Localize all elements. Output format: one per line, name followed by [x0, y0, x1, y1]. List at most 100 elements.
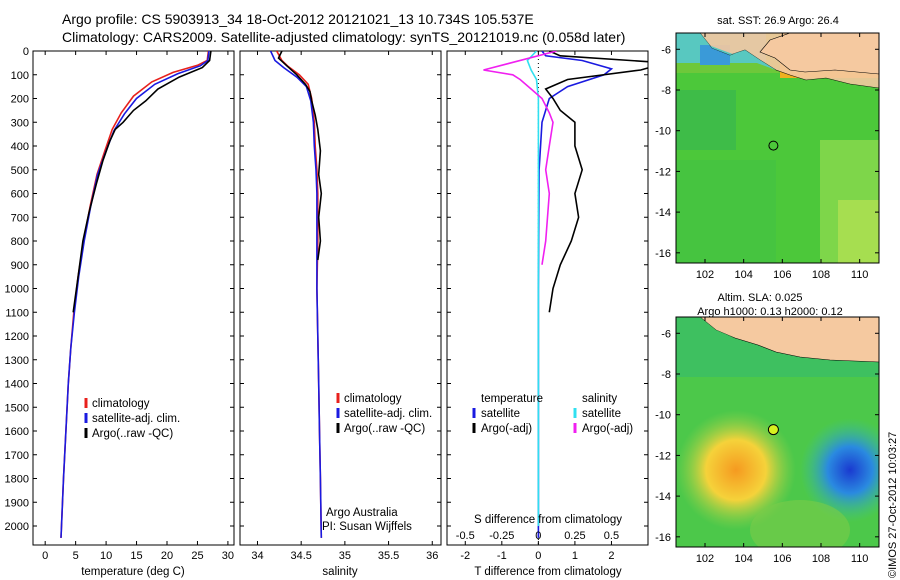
depth-tick-label: 1600	[5, 426, 29, 438]
map-y-tick-label: -14	[655, 491, 671, 503]
top-tick-label: -0.5	[456, 530, 475, 542]
map-x-tick-label: 104	[734, 269, 752, 281]
map-x-tick-label: 110	[851, 553, 869, 565]
sst-map-panel: sat. SST: 26.9 Argo: 26.4 102 104 106 108 11…	[655, 15, 880, 281]
map-y-tick-label: -6	[661, 328, 671, 340]
depth-tick-label: 100	[11, 70, 29, 82]
top-tick-label: -0.25	[489, 530, 514, 542]
legend-label-argo: Argo(..raw -QC)	[92, 428, 173, 440]
depth-tick-label: 1900	[5, 497, 29, 509]
difference-panel: -2 -1 0 1 2 T difference from climatology S …	[446, 50, 649, 578]
depth-tick-label: 1800	[5, 474, 29, 486]
x-tick-label: 1	[572, 550, 578, 562]
x-tick-label: 0	[42, 550, 48, 562]
x-tick-label: 15	[130, 550, 142, 562]
map-y-tick-label: -12	[655, 166, 671, 178]
series-line-2	[72, 51, 212, 313]
x-tick-label: 10	[100, 550, 112, 562]
depth-tick-label: 0	[23, 46, 29, 58]
depth-tick-label: 1700	[5, 450, 29, 462]
x-tick-label: 30	[222, 550, 234, 562]
map-x-tick-label: 102	[696, 269, 714, 281]
annotation-pi: PI: Susan Wijffels	[322, 521, 412, 533]
depth-axis: 0 100 200 300 400 500 600 700 800 900 1000 1100 1200…	[5, 46, 234, 533]
series-line-1	[544, 51, 648, 313]
x-tick-label: 2	[608, 550, 614, 562]
salinity-x-axis: 34 34.5 35 35.5 36	[251, 51, 438, 562]
temperature-x-axis: 0 5 10 15 20 25 30	[42, 51, 234, 562]
map-x-tick-label: 102	[696, 553, 714, 565]
series-line-2	[526, 51, 540, 526]
difference-lines	[483, 51, 648, 538]
sst-map-title: sat. SST: 26.9 Argo: 26.4	[717, 15, 839, 27]
temperature-panel: 0100200300400500600700800900100011001200…	[5, 46, 235, 578]
depth-tick-label: 2000	[5, 521, 29, 533]
x-tick-label: -2	[460, 550, 470, 562]
depth-tick-label: 300	[11, 117, 29, 129]
temperature-axes-frame	[32, 50, 235, 546]
depth-tick-label: 400	[11, 141, 29, 153]
temperature-legend: climatology satellite-adj. clim. Argo(..…	[84, 398, 180, 440]
depth-tick-label: 1100	[5, 307, 29, 319]
difference-x-axis: -2 -1 0 1 2	[460, 51, 615, 562]
x-tick-label: 25	[191, 550, 203, 562]
map-y-tick-label: -8	[661, 85, 671, 97]
depth-tick-label: 900	[11, 260, 29, 272]
salinity-legend: climatology satellite-adj. clim. Argo(..…	[336, 393, 432, 435]
salinity-axes-frame	[239, 50, 442, 546]
salinity-depth-ticks	[240, 50, 441, 527]
map-x-tick-label: 110	[851, 269, 869, 281]
x-tick-label: 5	[73, 550, 79, 562]
top-tick-label: 0.25	[564, 530, 585, 542]
figure-title-line-2: Climatology: CARS2009. Satellite-adjuste…	[62, 29, 625, 45]
legend-label-sal-argo: Argo(-adj)	[582, 423, 633, 435]
argo-location-marker	[768, 140, 779, 151]
legend-heading-salinity: salinity	[582, 393, 617, 405]
legend-label-climatology: climatology	[344, 393, 402, 405]
x-tick-label: 0	[535, 550, 541, 562]
series-line-2	[277, 51, 323, 261]
map-y-tick-label: -8	[661, 369, 671, 381]
map-x-tick-label: 106	[773, 553, 791, 565]
difference-x-label: T difference from climatology	[474, 566, 621, 578]
map-y-tick-label: -6	[661, 44, 671, 56]
x-tick-label: 34	[251, 550, 263, 562]
difference-top-label: S difference from climatology	[474, 514, 622, 526]
sst-map-axes: 102 104 106 108 110 -6 -8 -10 -12 -14 -16	[655, 33, 879, 281]
map-y-tick-label: -14	[655, 207, 671, 219]
x-tick-label: -1	[497, 550, 507, 562]
sla-map-axes: 102 104 106 108 110 -6 -8 -10 -12 -14 -16	[655, 317, 879, 565]
legend-label-temp-argo: Argo(-adj)	[481, 423, 532, 435]
sla-map-frame	[675, 316, 880, 548]
legend-label-satellite: satellite-adj. clim.	[344, 408, 432, 420]
series-line-3	[483, 51, 557, 265]
legend-label-satellite: satellite-adj. clim.	[92, 413, 180, 425]
depth-tick-label: 1200	[5, 331, 29, 343]
map-y-tick-label: -16	[655, 532, 671, 544]
map-y-tick-label: -10	[655, 126, 671, 138]
temperature-lines	[60, 51, 212, 538]
map-x-tick-label: 106	[773, 269, 791, 281]
difference-axes-frame	[446, 50, 649, 546]
depth-tick-label: 700	[11, 212, 29, 224]
depth-tick-label: 1000	[5, 284, 29, 296]
x-tick-label: 36	[426, 550, 438, 562]
depth-tick-label: 800	[11, 236, 29, 248]
legend-label-climatology: climatology	[92, 398, 150, 410]
legend-heading-temperature: temperature	[481, 393, 543, 405]
top-tick-label: 0	[535, 530, 541, 542]
depth-tick-label: 1400	[5, 379, 29, 391]
difference-depth-ticks	[447, 50, 648, 527]
salinity-panel: 34 34.5 35 35.5 36 salinity climatology sate…	[239, 50, 442, 578]
map-x-tick-label: 108	[812, 553, 830, 565]
sst-map-frame	[675, 32, 880, 264]
series-line-1	[60, 51, 210, 538]
depth-tick-label: 500	[11, 165, 29, 177]
x-tick-label: 20	[161, 550, 173, 562]
depth-tick-label: 1300	[5, 355, 29, 367]
salinity-lines	[269, 51, 323, 538]
salinity-x-label: salinity	[322, 566, 357, 578]
legend-label-sal-satellite: satellite	[582, 408, 621, 420]
salinity-difference-scale: -0.5 -0.25 0 0.25 0.5	[456, 530, 619, 542]
sla-map-title-2: Argo h1000: 0.13 h2000: 0.12	[697, 306, 843, 318]
